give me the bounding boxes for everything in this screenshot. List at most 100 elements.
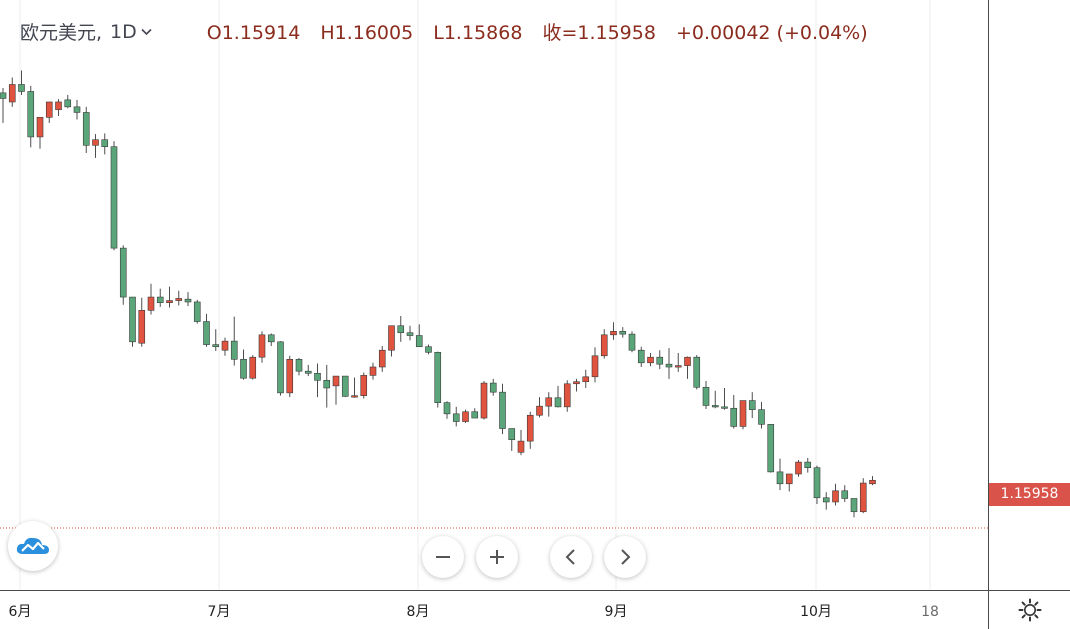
candle-body — [304, 370, 312, 374]
candle — [406, 325, 414, 341]
candle — [711, 390, 719, 409]
candle — [425, 344, 432, 355]
candle — [129, 296, 136, 347]
candle-body — [832, 490, 839, 503]
candle-body — [55, 101, 62, 110]
time-axis-border — [0, 590, 1070, 591]
last-price-label: 1.15958 — [989, 483, 1070, 506]
candle — [804, 457, 812, 473]
candle — [203, 313, 210, 347]
candle-body — [258, 334, 266, 358]
candle — [795, 460, 802, 477]
candle — [286, 355, 294, 398]
candle-body — [656, 356, 664, 365]
candle-body — [628, 333, 636, 351]
candle — [628, 331, 636, 353]
candle — [702, 380, 710, 409]
candle-body — [295, 359, 303, 372]
candle — [0, 87, 7, 123]
candle — [610, 322, 617, 340]
candle-body — [166, 300, 173, 303]
candle-body — [591, 355, 599, 378]
candle — [517, 429, 525, 456]
candle-body — [240, 359, 247, 379]
candle — [314, 363, 321, 398]
candle-body — [378, 349, 386, 368]
candle-body — [8, 84, 16, 103]
candle — [480, 380, 488, 420]
candle — [369, 362, 377, 380]
minus-icon — [436, 556, 450, 558]
candle-body — [869, 479, 876, 485]
candle-body — [360, 375, 368, 396]
candle — [184, 292, 192, 307]
symbol-name[interactable]: 欧元美元, — [20, 22, 103, 44]
chevron-down-icon[interactable] — [141, 25, 152, 39]
candle — [859, 478, 867, 514]
candle-body — [212, 344, 220, 348]
candle-body — [684, 356, 691, 366]
candle-body — [471, 411, 479, 419]
candle-body — [582, 376, 590, 382]
candle — [647, 353, 654, 367]
candle — [92, 134, 99, 158]
candle — [249, 355, 257, 380]
scroll-left-button[interactable] — [550, 536, 592, 578]
candle-body — [452, 413, 460, 422]
tradingview-cloud-icon[interactable] — [8, 521, 58, 571]
candle-body — [406, 332, 414, 336]
candle-body — [184, 298, 192, 303]
symbol-legend: 欧元美元, 1D O1.15914 H1.16005 L1.15868 收=1.… — [20, 18, 882, 45]
candle-body — [647, 356, 654, 364]
candle — [591, 347, 599, 383]
open-value: O1.15914 — [206, 22, 301, 44]
candle — [600, 329, 608, 359]
x-tick-label: 8月 — [407, 604, 430, 620]
candle-body — [0, 92, 7, 99]
candle — [378, 346, 386, 372]
candle — [536, 397, 543, 418]
candle-body — [822, 497, 830, 503]
candle-body — [637, 349, 645, 364]
candle-body — [841, 490, 849, 499]
timeframe-selector[interactable]: 1D — [110, 20, 137, 43]
x-tick-label: 9月 — [605, 604, 628, 620]
zoom-in-button[interactable] — [476, 536, 518, 578]
candle — [619, 327, 627, 338]
candle-body — [397, 325, 405, 334]
candle-body — [499, 391, 506, 429]
candle — [869, 476, 876, 486]
candle — [138, 297, 146, 347]
candle-body — [554, 397, 562, 408]
candle — [508, 428, 516, 451]
candle-body — [230, 340, 238, 360]
candle-body — [138, 310, 146, 344]
candle-body — [341, 375, 349, 397]
candle-body — [27, 91, 35, 138]
candle-body — [813, 467, 821, 499]
candle — [101, 133, 109, 155]
candle — [573, 378, 580, 392]
candle-body — [739, 400, 747, 427]
candle — [758, 401, 765, 429]
candle-body — [859, 482, 867, 513]
candle — [360, 372, 368, 399]
candle-body — [526, 414, 534, 442]
candle — [832, 483, 839, 506]
candle — [776, 458, 784, 491]
candle-body — [767, 424, 775, 473]
scroll-right-button[interactable] — [604, 536, 646, 578]
candle — [36, 117, 44, 149]
candle — [110, 141, 118, 251]
candle-body — [45, 101, 53, 118]
candle-body — [758, 409, 765, 425]
zoom-out-button[interactable] — [422, 536, 464, 578]
candle-body — [563, 383, 571, 408]
candle-body — [693, 356, 701, 388]
candle — [813, 465, 821, 505]
candle-body — [721, 406, 728, 409]
candle-body — [156, 296, 164, 303]
gear-icon[interactable] — [1018, 598, 1042, 622]
candle — [27, 85, 35, 148]
